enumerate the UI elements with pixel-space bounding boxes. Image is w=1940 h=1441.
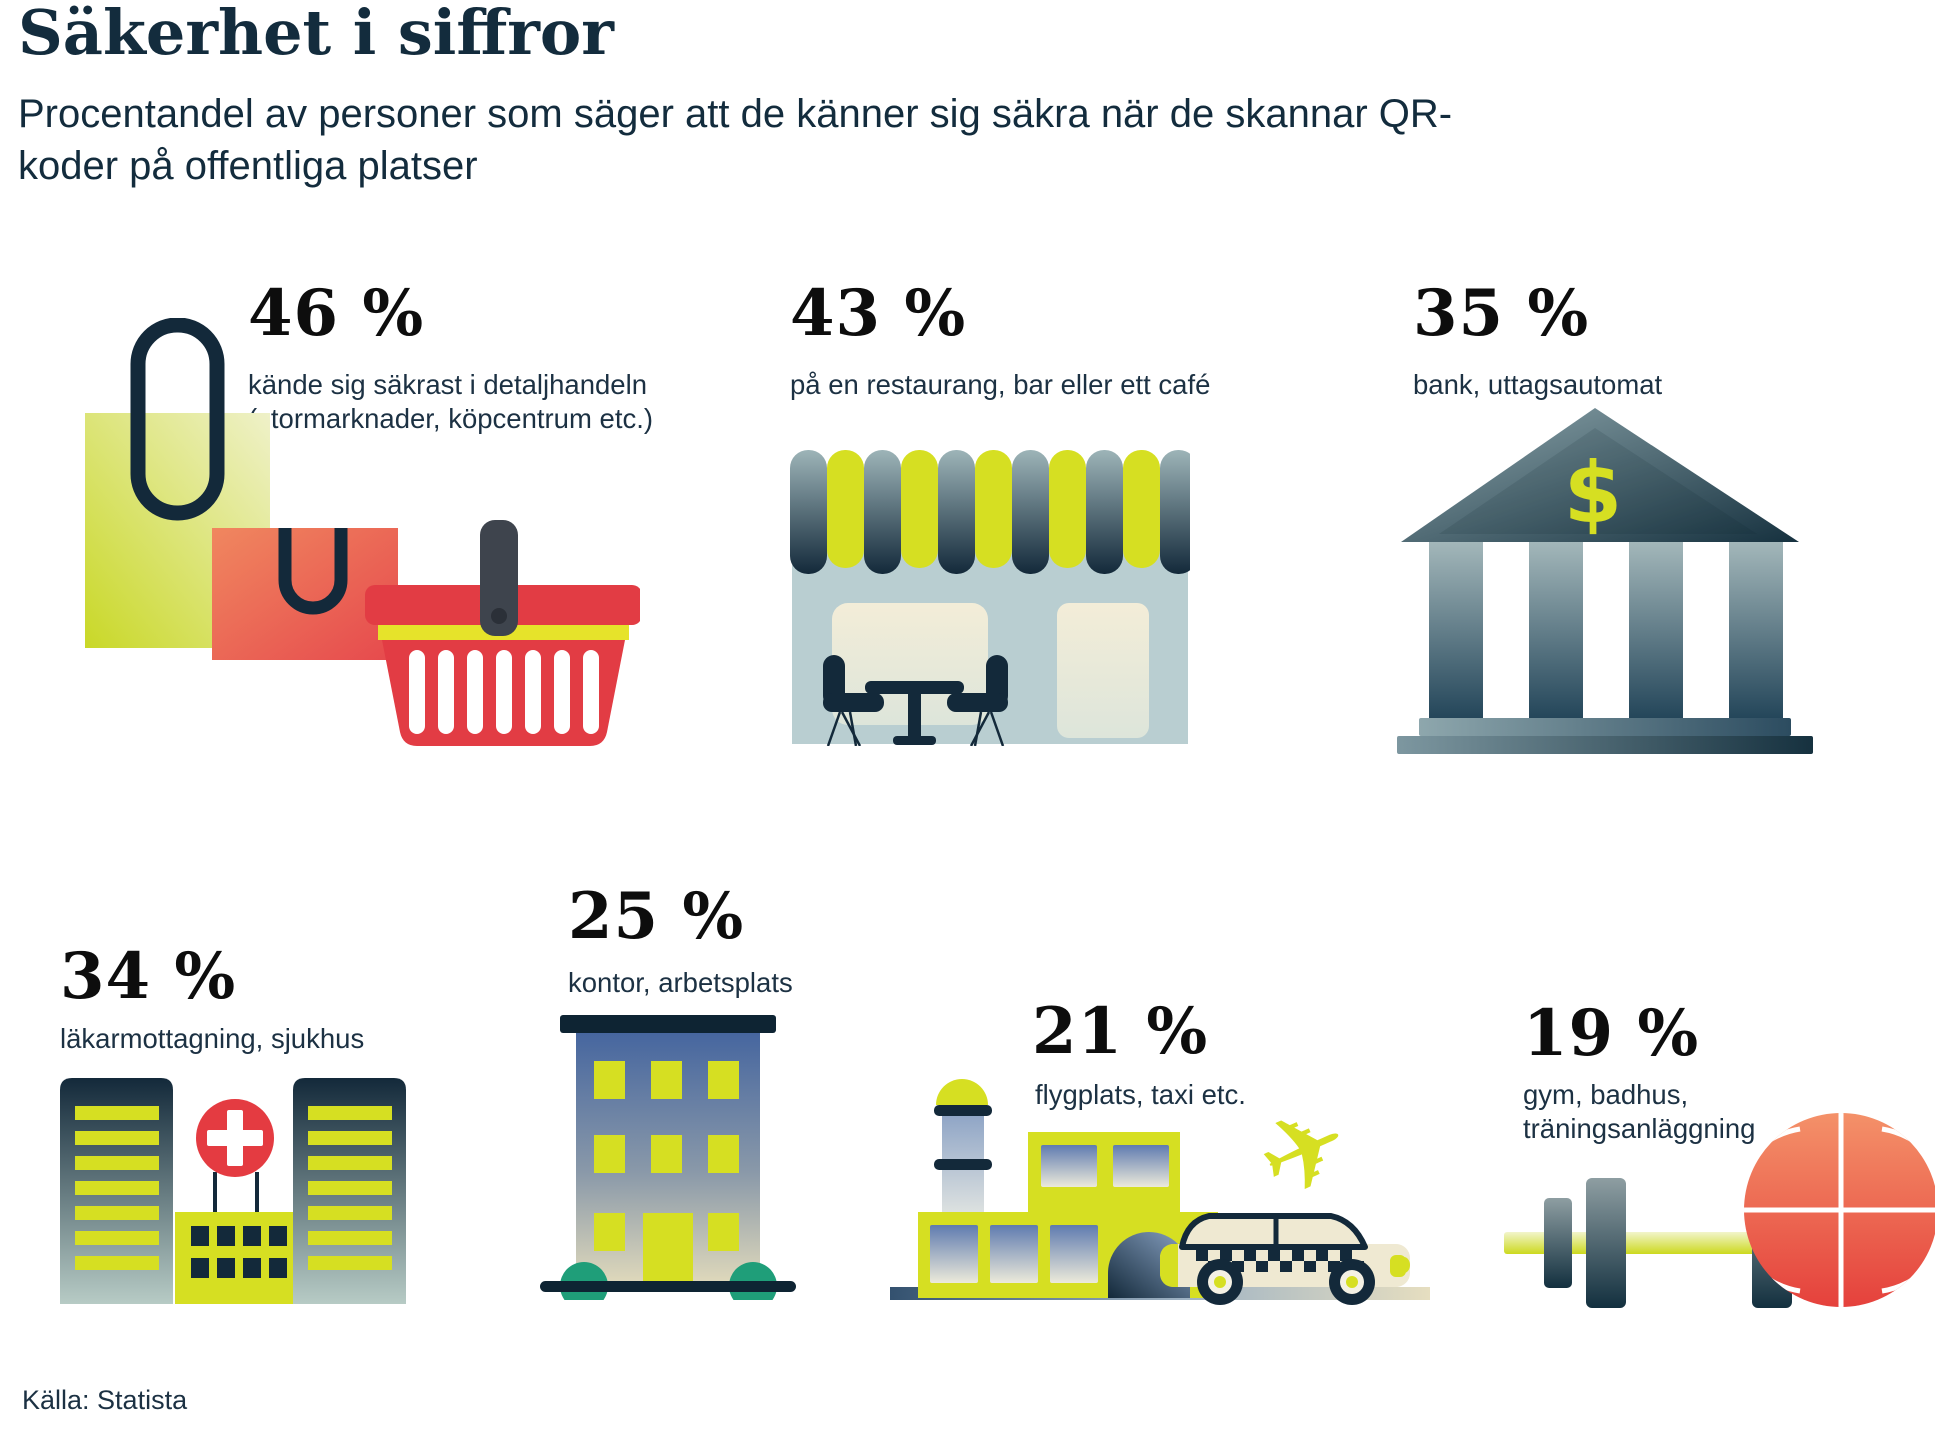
stat-airport-label: flygplats, taxi etc. — [1035, 1079, 1246, 1110]
stat-retail-label: kände sig säkrast i detaljhandeln (storm… — [248, 369, 654, 435]
stat-healthcare-value: 34 % — [60, 939, 237, 1014]
cafe-storefront-icon — [790, 450, 1190, 746]
page-title: Säkerhet i siffror — [18, 0, 614, 69]
hospital-icon — [60, 1078, 406, 1304]
stat-bank-label: bank, uttagsautomat — [1413, 369, 1663, 400]
stat-gym-value: 19 % — [1523, 996, 1700, 1071]
svg-text:$: $ — [1564, 444, 1622, 542]
stat-restaurant-value: 43 % — [790, 276, 967, 351]
page-subtitle: Procentandel av personer som säger att d… — [18, 92, 1453, 188]
stat-office-value: 25 % — [568, 879, 745, 954]
dumbbell-basketball-icon — [1504, 1113, 1935, 1308]
stat-office-label: kontor, arbetsplats — [568, 967, 793, 998]
svg-text:✈: ✈ — [1239, 1079, 1369, 1226]
stat-gym-label: gym, badhus, träningsanläggning — [1523, 1079, 1756, 1145]
stat-restaurant-label: på en restaurang, bar eller ett café — [790, 369, 1211, 400]
source-credit: Källa: Statista — [22, 1385, 188, 1415]
stat-retail-value: 46 % — [248, 276, 425, 351]
office-building-icon — [540, 1015, 796, 1300]
stat-airport-value: 21 % — [1032, 994, 1209, 1069]
shopping-bags-basket-icon — [85, 318, 640, 746]
airport-taxi-icon: ✈ — [890, 1079, 1430, 1305]
bank-building-icon: $ — [1397, 408, 1813, 754]
stat-healthcare-label: läkarmottagning, sjukhus — [60, 1023, 365, 1054]
stat-bank-value: 35 % — [1413, 276, 1590, 351]
